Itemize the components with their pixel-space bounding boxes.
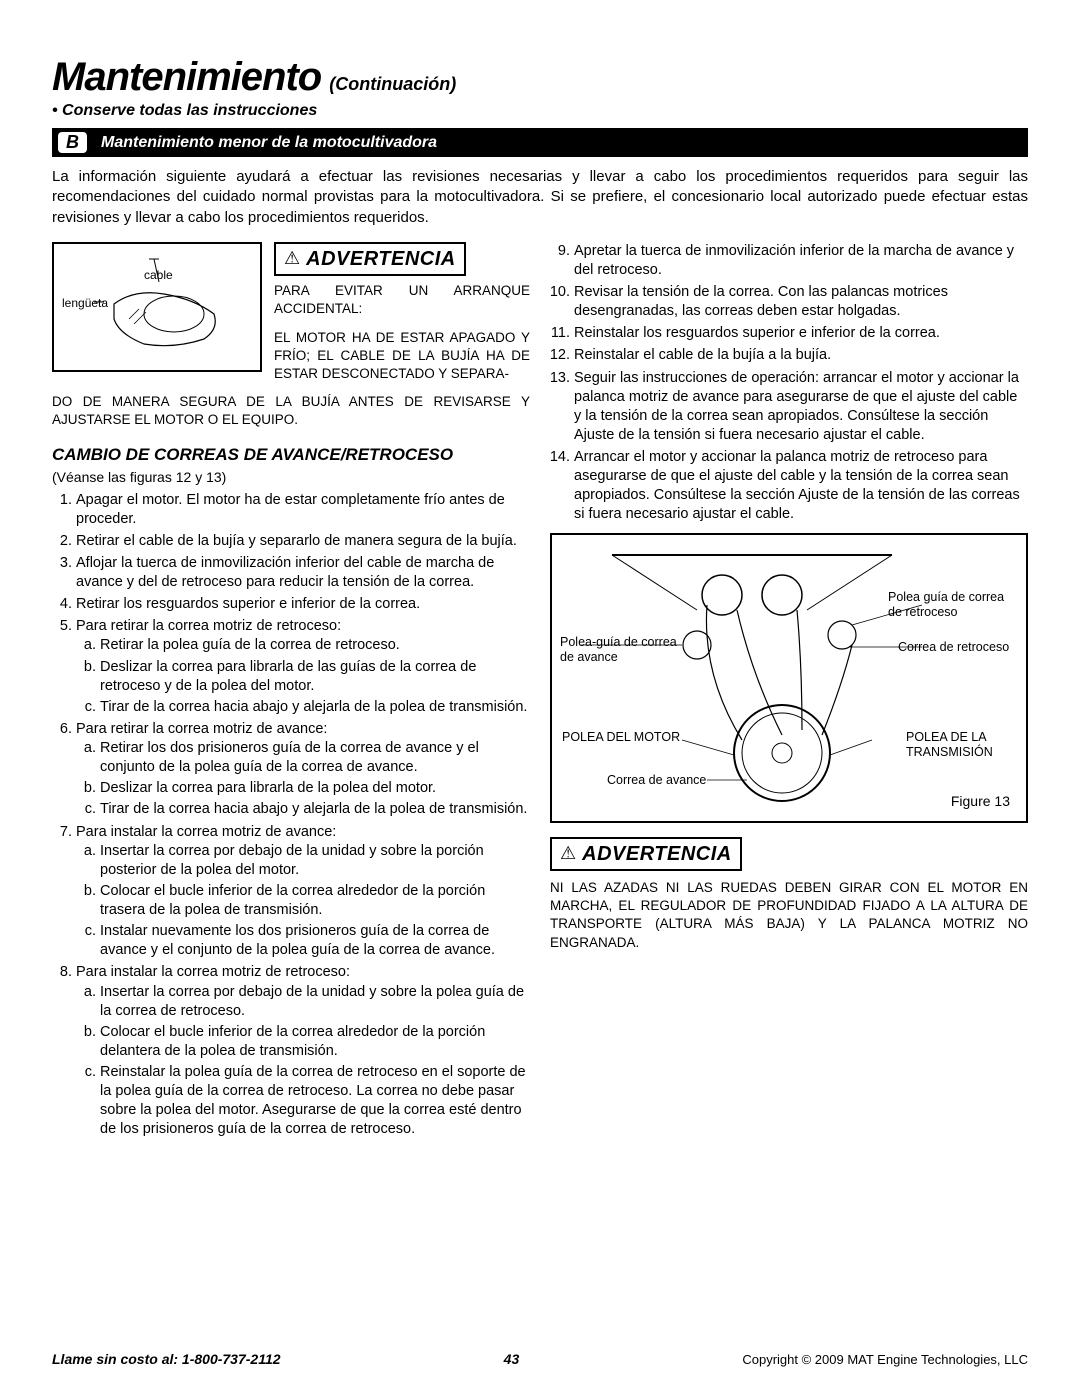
left-column: cable lengüeta ⚠ ADVERTENCIA PARA EVITAR… [52, 242, 530, 1143]
step-8a: Insertar la correa por debajo de la unid… [100, 983, 530, 1021]
warning-icon-2: ⚠ [560, 842, 576, 866]
step-14: Arrancar el motor y accionar la palanca … [574, 448, 1028, 525]
step-5b: Deslizar la correa para librarla de las … [100, 658, 530, 696]
step-7-text: Para instalar la correa motriz de avance… [76, 824, 336, 840]
section-bar: B Mantenimiento menor de la motocultivad… [52, 128, 1028, 157]
page-title: Mantenimiento [52, 55, 321, 100]
step-8: Para instalar la correa motriz de retroc… [76, 963, 530, 1139]
steps-list-left: Apagar el motor. El motor ha de estar co… [52, 491, 530, 1140]
footer-page-number: 43 [504, 1351, 520, 1367]
warning-box-2: ⚠ ADVERTENCIA [550, 837, 742, 871]
step-6: Para retirar la correa motriz de avance:… [76, 720, 530, 820]
step-5c: Tirar de la correa hacia abajo y alejarl… [100, 698, 530, 717]
warning-icon: ⚠ [284, 247, 300, 271]
step-5-text: Para retirar la correa motriz de retroce… [76, 618, 341, 634]
footer-copyright: Copyright © 2009 MAT Engine Technologies… [742, 1352, 1028, 1367]
step-2: Retirar el cable de la bujía y separarlo… [76, 532, 530, 551]
right-column: Apretar la tuerca de inmovilización infe… [550, 242, 1028, 1143]
warn2-paragraph: NI LAS AZADAS NI LAS RUEDAS DEBEN GIRAR … [550, 879, 1028, 952]
figure-12: cable lengüeta [52, 242, 262, 372]
step-9: Apretar la tuerca de inmovilización infe… [574, 242, 1028, 280]
figure-13: Polea-guía de correa de avance Polea guí… [550, 533, 1028, 823]
step-4: Retirar los resguardos superior e inferi… [76, 595, 530, 614]
warning-box-1: ⚠ ADVERTENCIA [274, 242, 466, 276]
step-7c: Instalar nuevamente los dos prisioneros … [100, 922, 530, 960]
fig13-label-polea-trans: POLEA DE LA TRANSMISIÓN [906, 730, 1016, 760]
steps-list-right: Apretar la tuerca de inmovilización infe… [550, 242, 1028, 525]
step-13: Seguir las instrucciones de operación: a… [574, 369, 1028, 446]
step-6c: Tirar de la correa hacia abajo y alejarl… [100, 800, 530, 819]
step-1: Apagar el motor. El motor ha de estar co… [76, 491, 530, 529]
warn1-line2: EL MOTOR HA DE ESTAR APAGADO Y FRÍO; EL … [274, 329, 530, 384]
section-title: Mantenimiento menor de la motocultivador… [101, 134, 437, 152]
step-5a: Retirar la polea guía de la correa de re… [100, 636, 530, 655]
fig12-drawing [54, 244, 262, 372]
title-suffix: (Continuación) [329, 74, 456, 95]
intro-paragraph: La información siguiente ayudará a efect… [52, 167, 1028, 228]
step-8-text: Para instalar la correa motriz de retroc… [76, 964, 350, 980]
section-letter: B [58, 132, 87, 153]
step-7: Para instalar la correa motriz de avance… [76, 823, 530, 961]
fig13-caption: Figure 13 [951, 792, 1010, 810]
step-8c: Reinstalar la polea guía de la correa de… [100, 1063, 530, 1140]
subtitle: • Conserve todas las instrucciones [52, 102, 1028, 120]
fig13-label-polea-motor: POLEA DEL MOTOR [562, 730, 680, 745]
fig13-label-retroceso: Polea guía de correa de retroceso [888, 590, 1018, 620]
fig13-label-correa-avance: Correa de avance [607, 773, 706, 788]
step-5: Para retirar la correa motriz de retroce… [76, 617, 530, 717]
step-7a: Insertar la correa por debajo de la unid… [100, 842, 530, 880]
step-7b: Colocar el bucle inferior de la correa a… [100, 882, 530, 920]
warning-label-2: ADVERTENCIA [582, 841, 732, 867]
step-8b: Colocar el bucle inferior de la correa a… [100, 1023, 530, 1061]
warn1-continuation: DO DE MANERA SEGURA DE LA BUJÍA ANTES DE… [52, 393, 530, 429]
footer-phone: Llame sin costo al: 1-800-737-2112 [52, 1351, 281, 1367]
fig13-label-correa-retro: Correa de retroceso [898, 640, 1018, 655]
warning-label-1: ADVERTENCIA [306, 246, 456, 272]
fig13-label-avance: Polea-guía de correa de avance [560, 635, 680, 665]
step-12: Reinstalar el cable de la bujía a la buj… [574, 346, 1028, 365]
step-10: Revisar la tensión de la correa. Con las… [574, 283, 1028, 321]
step-11: Reinstalar los resguardos superior e inf… [574, 324, 1028, 343]
page-footer: Llame sin costo al: 1-800-737-2112 43 Co… [52, 1351, 1028, 1367]
step-6-text: Para retirar la correa motriz de avance: [76, 721, 327, 737]
subheading-cambio: CAMBIO DE CORREAS DE AVANCE/RETROCESO [52, 444, 530, 466]
step-6b: Deslizar la correa para librarla de la p… [100, 779, 530, 798]
step-6a: Retirar los dos prisioneros guía de la c… [100, 739, 530, 777]
warn1-line1: PARA EVITAR UN ARRANQUE ACCIDENTAL: [274, 282, 530, 318]
step-3: Aflojar la tuerca de inmovilización infe… [76, 554, 530, 592]
see-figures-note: (Véanse las figuras 12 y 13) [52, 468, 530, 486]
